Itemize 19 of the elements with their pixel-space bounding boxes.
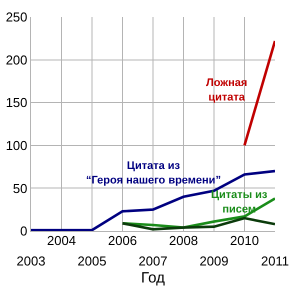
y-tick-label: 250	[6, 10, 28, 25]
y-tick-label: 150	[6, 95, 28, 110]
x2-tick-label: 2010	[230, 233, 259, 248]
line-series	[121, 216, 275, 231]
y-tick-label: 100	[6, 138, 28, 153]
x-tick-label: 2005	[78, 254, 106, 269]
x-tick-label: 2009	[200, 254, 228, 269]
x-tick-label: 2011	[261, 254, 289, 269]
y-tick-label: 0	[20, 224, 28, 239]
x-axis-title: Год	[141, 270, 166, 287]
x2-tick-label: 2004	[47, 233, 76, 248]
x2-tick-label: 2008	[169, 233, 198, 248]
x-tick-label: 2007	[138, 254, 168, 269]
series-label: Ложная цитата	[206, 77, 248, 104]
y-tick-label: 50	[12, 180, 28, 196]
x2-tick-label: 2006	[108, 233, 137, 248]
series-label: Цитата из “Героя нашего времени”	[86, 160, 221, 186]
y-tick-label: 200	[6, 52, 28, 68]
x-tick-label: 2003	[16, 254, 46, 269]
